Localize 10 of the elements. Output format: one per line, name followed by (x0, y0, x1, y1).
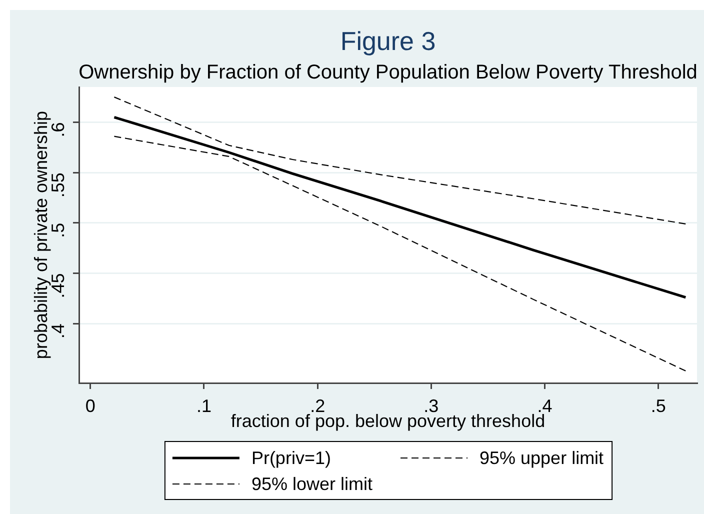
x-tick-label: .2 (310, 396, 326, 416)
chart-subtitle: Ownership by Fraction of County Population Below Poverty Threshold (78, 62, 698, 84)
legend-label: 95% upper limit (480, 448, 604, 468)
x-tick-label: .3 (424, 396, 439, 416)
x-tick-label: .5 (650, 396, 666, 416)
x-tick-label: .1 (196, 396, 212, 416)
x-tick-label: 0 (85, 396, 96, 416)
legend-label: 95% lower limit (251, 474, 372, 494)
chart-title: Figure 3 (340, 26, 436, 56)
legend-label: Pr(priv=1) (251, 448, 331, 468)
